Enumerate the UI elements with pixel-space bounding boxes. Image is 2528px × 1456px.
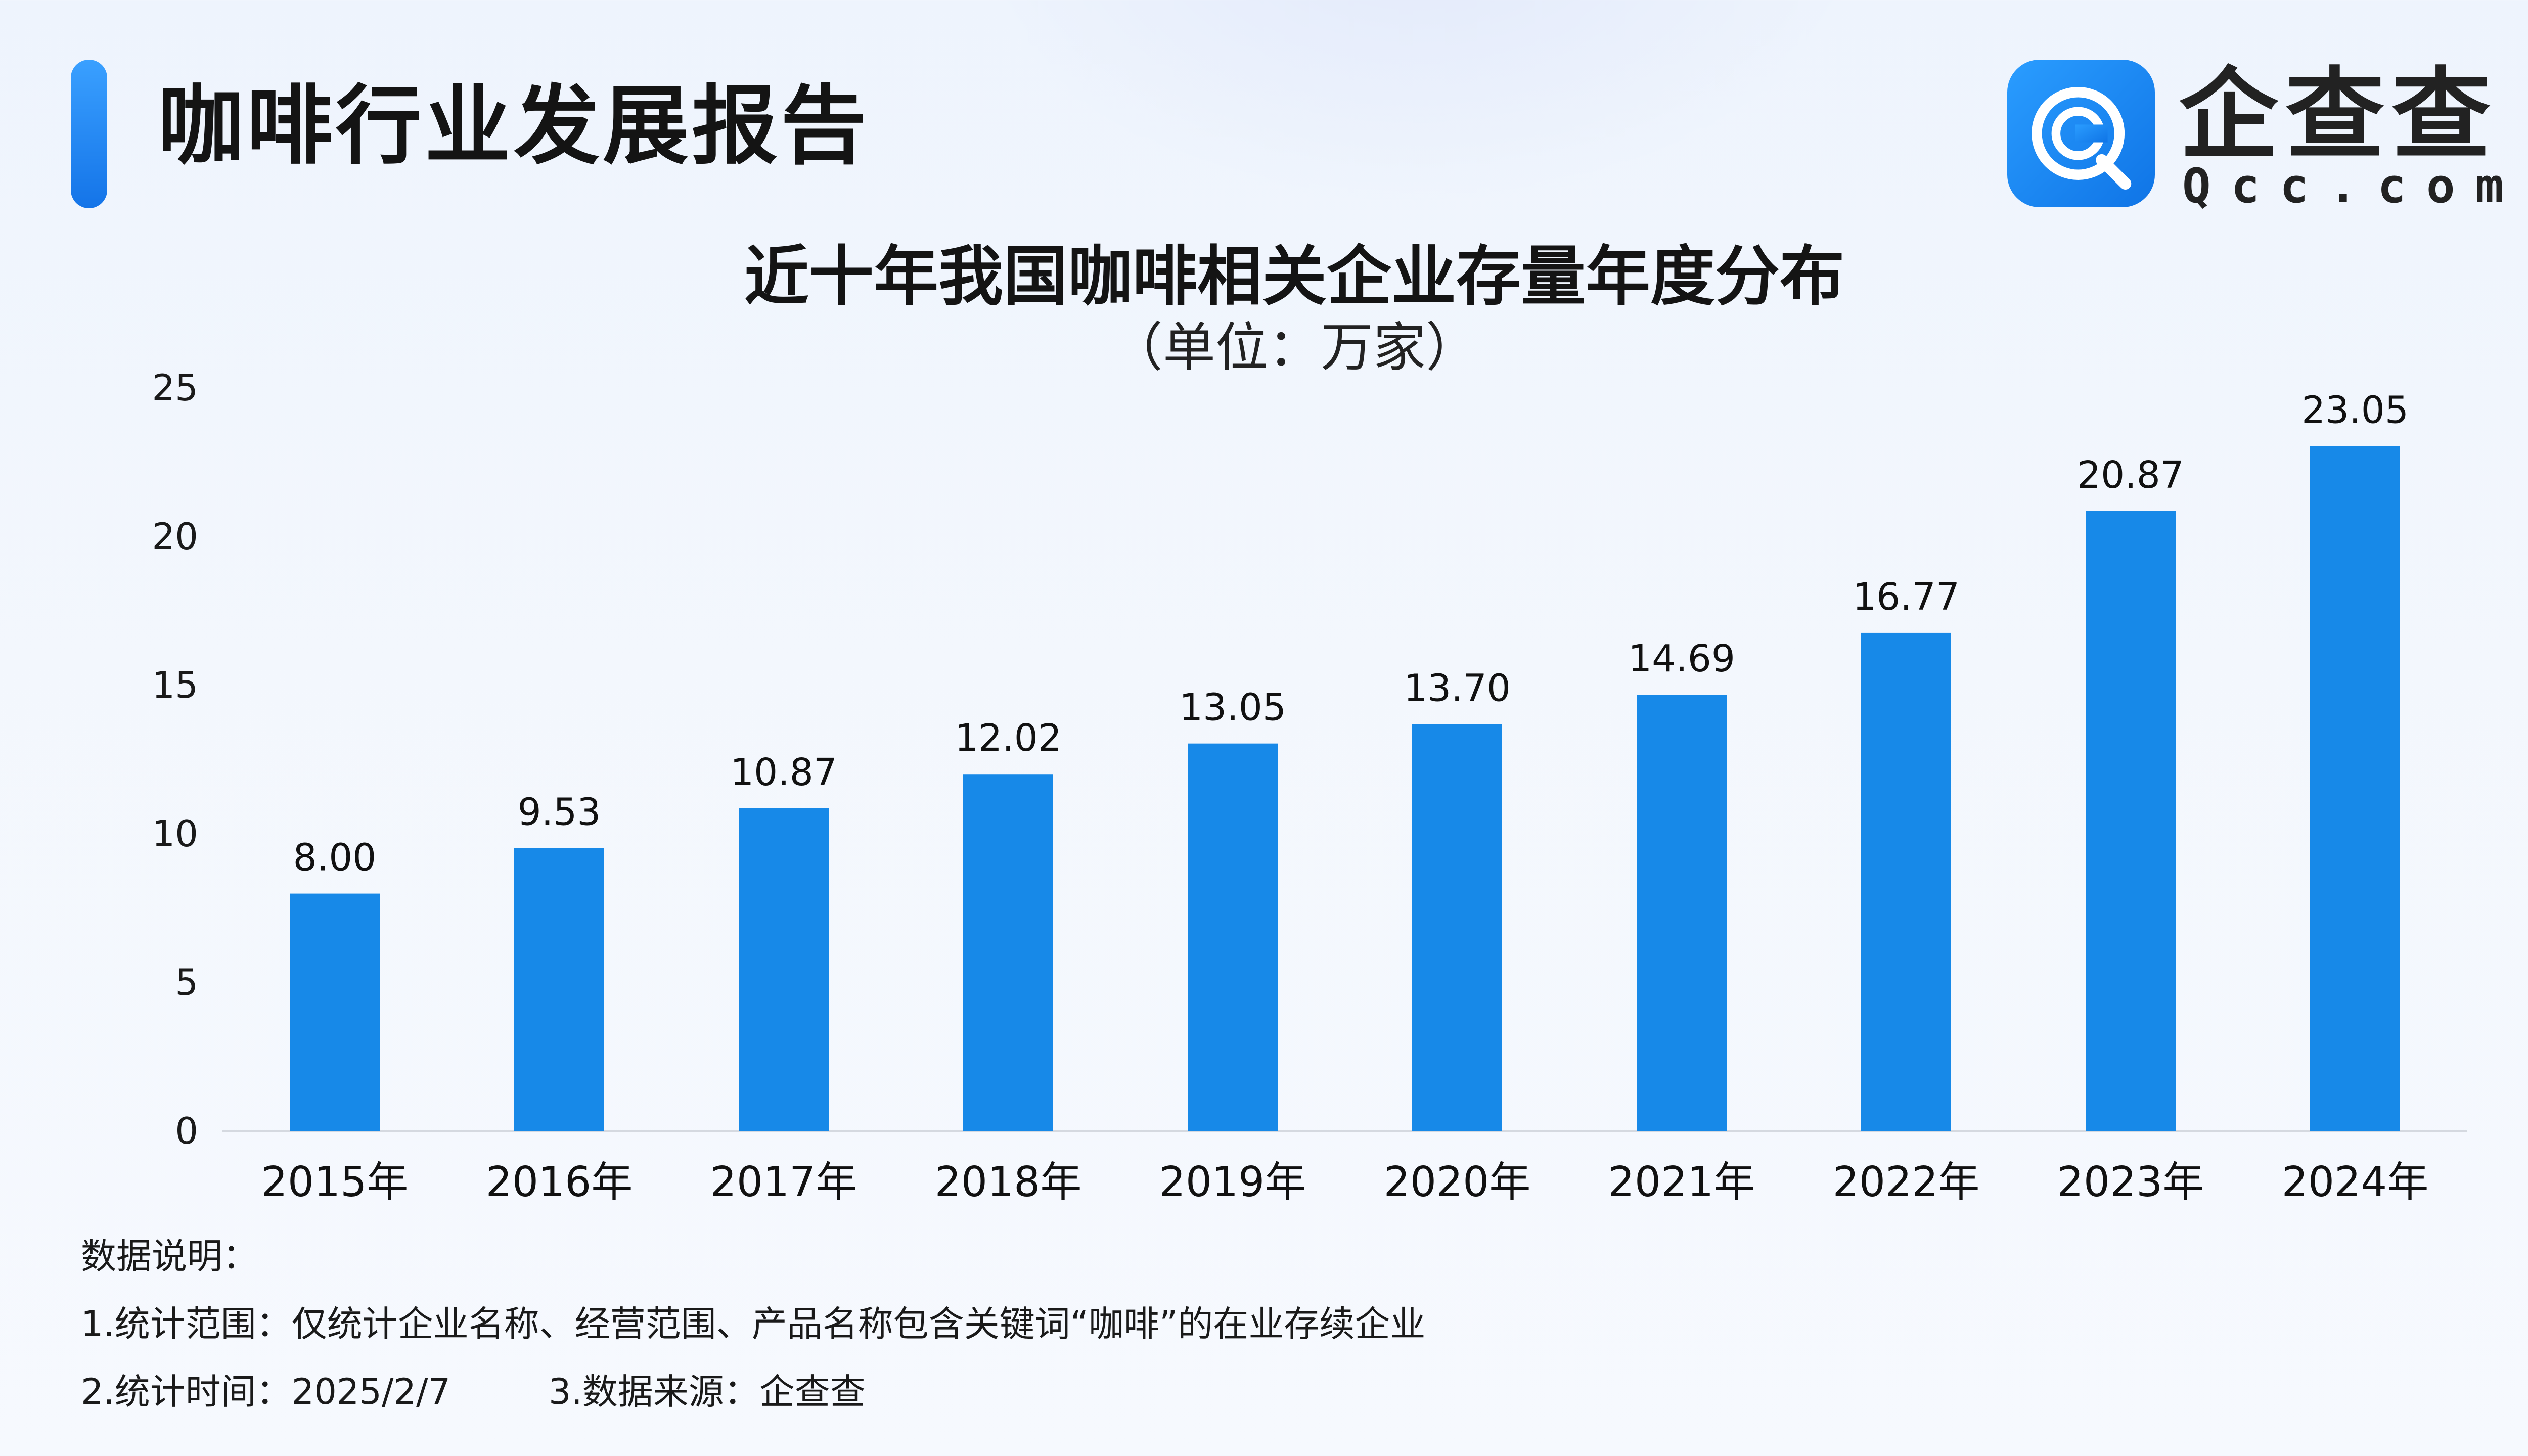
bar — [1412, 724, 1502, 1131]
x-tick-label: 2018年 — [935, 1158, 1082, 1206]
bar-value-label: 9.53 — [518, 791, 601, 834]
chart-subtitle: （单位：万家） — [1110, 316, 1478, 378]
y-tick-label: 15 — [152, 664, 198, 706]
bar — [514, 848, 604, 1131]
x-tick-label: 2024年 — [2282, 1158, 2429, 1206]
logo-chinese-text: 企查查 — [2179, 58, 2498, 173]
bar-value-label: 12.02 — [955, 716, 1062, 760]
bar-value-label: 20.87 — [2077, 453, 2184, 497]
brand-logo: 企查查 Qcc.com — [2007, 58, 2504, 214]
x-tick-label: 2020年 — [1384, 1158, 1531, 1206]
x-tick-label: 2021年 — [1608, 1158, 1755, 1206]
bar-value-label: 13.05 — [1179, 686, 1286, 730]
bar-value-label: 10.87 — [730, 751, 837, 794]
notes-time: 2.统计时间：2025/2/7 — [81, 1371, 451, 1413]
bar — [2086, 511, 2176, 1131]
x-tick-label: 2015年 — [261, 1158, 409, 1206]
x-tick-label: 2019年 — [1159, 1158, 1306, 1206]
qcc-logo-icon — [2007, 60, 2155, 207]
header-accent-bar — [71, 60, 107, 208]
bar-value-label: 8.00 — [293, 836, 377, 880]
y-tick-label: 10 — [152, 812, 198, 855]
y-tick-label: 25 — [152, 367, 198, 409]
bar-value-label: 16.77 — [1853, 575, 1960, 619]
bar — [290, 893, 380, 1131]
y-tick-label: 20 — [152, 515, 198, 558]
logo-english-text: Qcc.com — [2182, 159, 2524, 214]
bar — [1188, 743, 1278, 1131]
x-tick-label: 2022年 — [1833, 1158, 1980, 1206]
bar-value-label: 13.70 — [1404, 666, 1511, 710]
notes-scope: 1.统计范围：仅统计企业名称、经营范围、产品名称包含关键词“咖啡”的在业存续企业 — [81, 1303, 1426, 1345]
bar — [739, 808, 829, 1131]
y-tick-label: 5 — [175, 961, 198, 1004]
notes-source: 3.数据来源：企查查 — [549, 1371, 866, 1413]
chart-title: 近十年我国咖啡相关企业存量年度分布 — [744, 239, 1844, 314]
notes-heading: 数据说明： — [81, 1236, 258, 1277]
bar — [963, 774, 1053, 1131]
y-tick-label: 0 — [175, 1110, 198, 1152]
bar-chart: 0 5 10 15 20 25 8.00 2015年 9.53 2016年 10.87 2017年 12… — [152, 367, 2467, 1206]
bar-value-label: 14.69 — [1628, 637, 1735, 680]
bar — [1637, 695, 1727, 1131]
x-tick-label: 2017年 — [710, 1158, 857, 1206]
x-tick-label: 2023年 — [2057, 1158, 2204, 1206]
bar — [1861, 632, 1951, 1131]
bar-value-label: 23.05 — [2301, 389, 2409, 432]
x-tick-label: 2016年 — [486, 1158, 633, 1206]
report-title: 咖啡行业发展报告 — [158, 76, 870, 176]
bar — [2310, 446, 2400, 1132]
